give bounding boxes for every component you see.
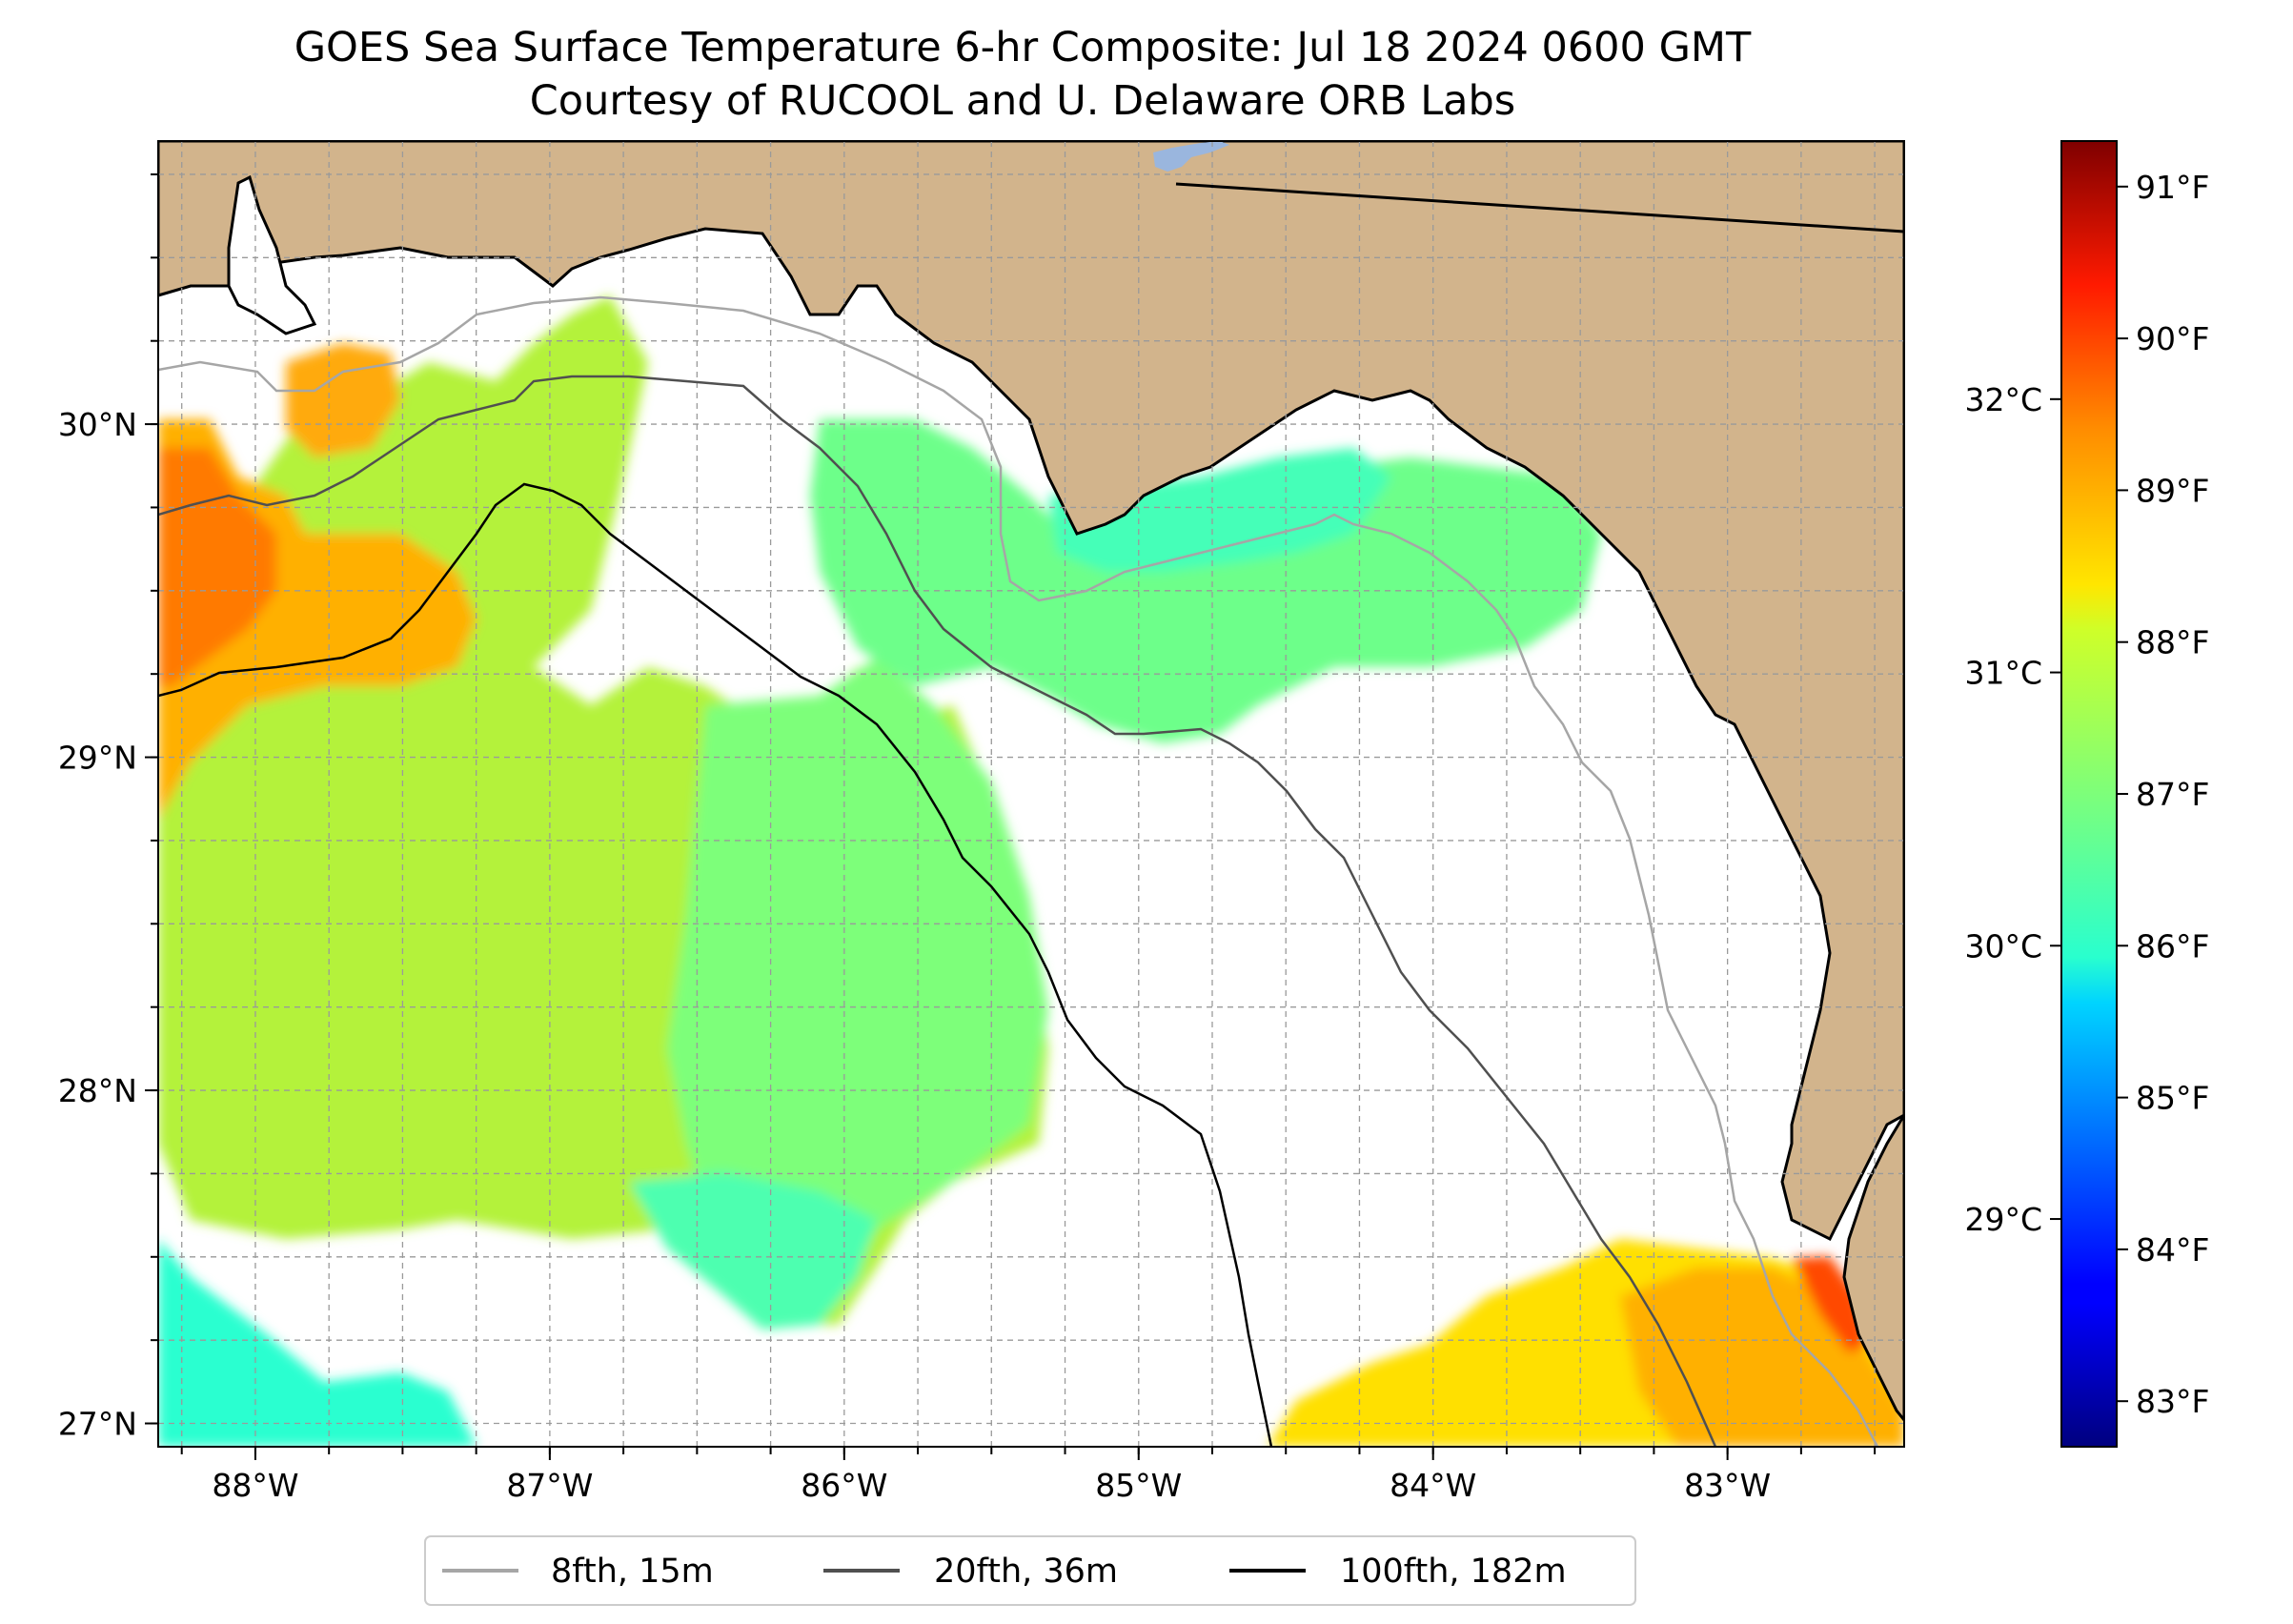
colorbar-f-tick-label: 84°F	[2136, 1231, 2209, 1269]
legend-label-8fth: 8fth, 15m	[551, 1553, 714, 1591]
map-frame	[157, 140, 1905, 1448]
colorbar-f-tick-label: 87°F	[2136, 776, 2209, 813]
colorbar-celsius-axis: 29°C 30°C 31°C 32°C	[1964, 381, 2061, 1238]
lat-tick-label: 29°N	[58, 740, 137, 777]
legend-label-100fth: 100fth, 182m	[1340, 1553, 1567, 1591]
colorbar-c-tick-label: 31°C	[1964, 655, 2042, 692]
isobath-20fth	[158, 375, 1717, 1447]
lat-axis: 30°N 29°N 28°N 27°N	[58, 173, 158, 1443]
colorbar-f-tick-label: 91°F	[2136, 169, 2209, 206]
sst-patch-coast-orange	[286, 343, 400, 457]
state-boundary-line	[1175, 182, 1904, 233]
colorbar-f-tick-label: 90°F	[2136, 320, 2209, 357]
lake-seminole	[1153, 141, 1229, 172]
title-line-1: GOES Sea Surface Temperature 6-hr Compos…	[294, 24, 1752, 71]
sst-patch-south-cyan	[629, 1172, 877, 1330]
isobath-legend: 8fth, 15m 20fth, 36m 100fth, 182m	[424, 1535, 1636, 1606]
sst-patch-central-green	[667, 658, 1048, 1315]
sst-patch-big-bend-cyan	[1048, 448, 1391, 572]
legend-label-20fth: 20fth, 36m	[934, 1553, 1118, 1591]
colorbar-f-tick-label: 88°F	[2136, 624, 2209, 661]
isobaths	[158, 295, 1879, 1447]
colorbar-f-tick-label: 86°F	[2136, 927, 2209, 964]
colorbar-c-tick-label: 32°C	[1964, 381, 2042, 418]
title-line-2: Courtesy of RUCOOL and U. Delaware ORB L…	[530, 77, 1515, 125]
isobath-8fth	[158, 295, 1879, 1447]
sst-patch-southeast-red	[1792, 1256, 1868, 1353]
colorbar-gradient	[2060, 140, 2118, 1448]
colorbar-f-tick-label: 83°F	[2136, 1383, 2209, 1420]
colorbar-c-tick-label: 29°C	[1964, 1201, 2042, 1238]
colorbar-c-tick-label: 30°C	[1964, 927, 2042, 964]
graticule	[158, 141, 1904, 1447]
colorbar-f-tick-label: 85°F	[2136, 1080, 2209, 1117]
colorbar-fahrenheit-axis: 83°F 84°F 85°F 86°F 87°F 88°F 89°F 90°F 91°F	[2117, 169, 2209, 1420]
lon-tick-label: 86°W	[801, 1467, 887, 1504]
lon-tick-label: 85°W	[1095, 1467, 1182, 1504]
lon-tick-label: 87°W	[506, 1467, 593, 1504]
isobath-100fth	[158, 482, 1273, 1447]
lat-tick-label: 30°N	[58, 406, 137, 443]
lon-tick-label: 88°W	[212, 1467, 298, 1504]
sst-patch-northeast-green	[810, 419, 1601, 743]
lon-axis: 88°W 87°W 86°W 85°W 84°W 83°W	[180, 1447, 1877, 1504]
colorbar-f-tick-label: 89°F	[2136, 472, 2209, 509]
sst-patch-southwest-cyan	[158, 1239, 477, 1447]
lat-tick-label: 28°N	[58, 1072, 137, 1109]
lon-tick-label: 84°W	[1390, 1467, 1476, 1504]
lat-tick-label: 27°N	[58, 1406, 137, 1443]
land-mobile-bay-peninsula	[227, 174, 317, 335]
legend-box	[424, 1535, 1636, 1606]
sst-field	[158, 295, 1904, 1447]
map-panel	[158, 141, 1904, 1447]
lon-tick-label: 83°W	[1684, 1467, 1771, 1504]
